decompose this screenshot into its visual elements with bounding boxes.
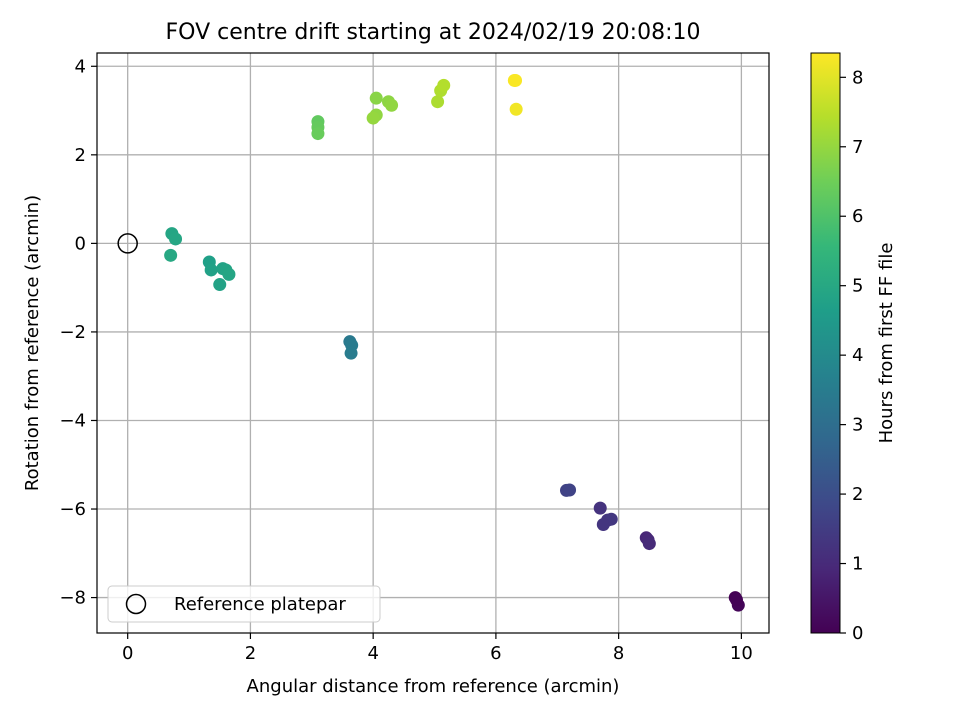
legend-marker-reference <box>125 593 147 615</box>
y-tick-label: −6 <box>59 499 86 520</box>
y-tick-label: −4 <box>59 410 86 431</box>
data-points <box>117 73 745 612</box>
legend-box <box>107 585 381 623</box>
colorbar-tick-label: 7 <box>852 137 863 158</box>
colorbar-tick-label: 0 <box>852 623 863 644</box>
drift-point <box>593 501 607 515</box>
colorbar-tick-label: 1 <box>852 554 863 575</box>
y-tick-label: −2 <box>59 322 86 343</box>
x-axis-label: Angular distance from reference (arcmin) <box>247 676 620 697</box>
colorbar-label: Hours from first FF file <box>876 243 897 444</box>
colorbar-tick-label: 4 <box>852 345 863 366</box>
x-tick-label: 2 <box>245 643 256 664</box>
plot-frame <box>96 52 770 634</box>
y-tick-label: 2 <box>75 145 86 166</box>
legend: Reference platepar <box>107 585 381 623</box>
reference-platepar-marker <box>117 233 138 254</box>
colorbar: 0 1 2 3 4 5 6 7 8 Hours from first FF file <box>810 52 897 644</box>
axis-ticks: 0 2 4 6 8 10 −8 −6 −4 −2 0 2 4 <box>59 56 752 664</box>
legend-entry-reference: Reference platepar <box>174 594 346 615</box>
drift-point <box>642 537 656 551</box>
colorbar-tick-label: 5 <box>852 276 863 297</box>
drift-point <box>509 102 523 116</box>
drift-point <box>729 593 743 607</box>
colorbar-tick-label: 8 <box>852 67 863 88</box>
drift-point <box>311 127 325 141</box>
drift-point <box>385 98 399 112</box>
drift-point <box>366 111 380 125</box>
x-tick-label: 6 <box>490 643 501 664</box>
x-tick-label: 0 <box>122 643 133 664</box>
drift-point <box>213 278 227 292</box>
drift-point <box>222 267 236 281</box>
chart-title: FOV centre drift starting at 2024/02/19 … <box>166 20 701 45</box>
drift-point <box>437 78 451 92</box>
y-tick-label: 4 <box>75 56 86 77</box>
x-tick-label: 8 <box>613 643 624 664</box>
x-tick-label: 4 <box>367 643 378 664</box>
colorbar-tick-label: 2 <box>852 484 863 505</box>
drift-point <box>169 232 183 246</box>
drift-point <box>509 73 523 87</box>
x-tick-label: 10 <box>730 643 753 664</box>
drift-point <box>204 263 218 277</box>
grid-lines <box>97 53 769 633</box>
colorbar-tick-label: 6 <box>852 206 863 227</box>
drift-point <box>344 346 358 360</box>
y-tick-label: −8 <box>59 588 86 609</box>
y-axis-label: Rotation from reference (arcmin) <box>22 195 43 491</box>
drift-point <box>563 483 577 497</box>
drift-point <box>596 518 610 532</box>
drift-point <box>369 91 383 105</box>
drift-point <box>431 95 445 109</box>
colorbar-tick-label: 3 <box>852 415 863 436</box>
colorbar-gradient <box>810 52 841 634</box>
drift-point <box>164 248 178 262</box>
y-tick-label: 0 <box>75 233 86 254</box>
colorbar-ticks: 0 1 2 3 4 5 6 7 8 <box>840 67 863 644</box>
